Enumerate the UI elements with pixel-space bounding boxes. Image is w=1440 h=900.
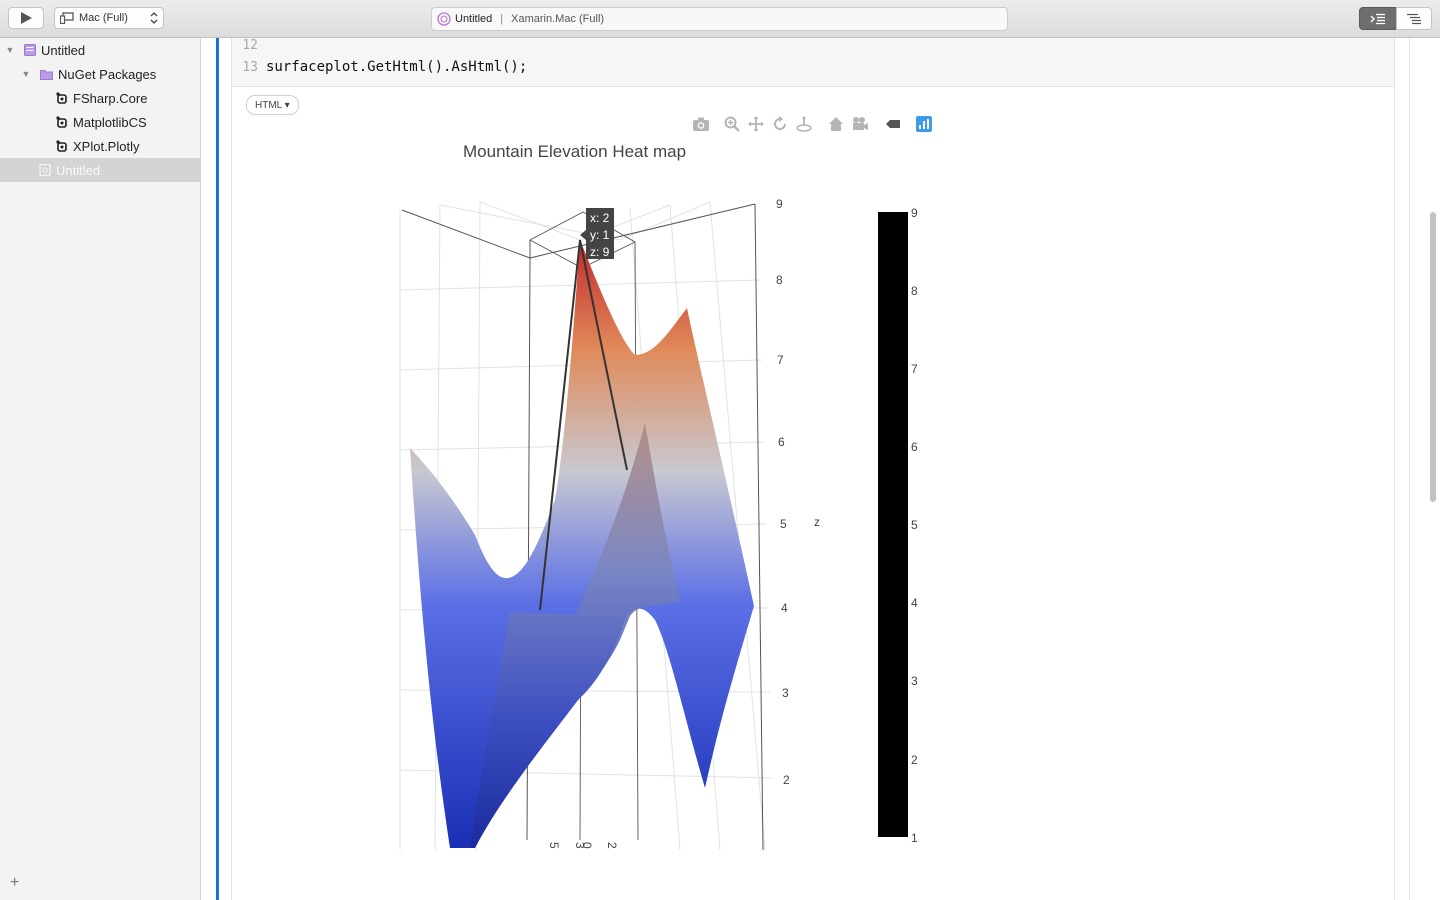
package-icon <box>56 92 67 104</box>
colorbar-tick: 6 <box>911 440 918 454</box>
sidebar-item-root[interactable]: ▼ Untitled <box>0 38 200 62</box>
sidebar-item-xplot-plotly[interactable]: XPlot.Plotly <box>0 134 200 158</box>
chart-title: Mountain Elevation Heat map <box>463 142 687 161</box>
plotly-logo-icon[interactable] <box>916 116 932 132</box>
floor-tick: 3 <box>573 842 587 849</box>
updown-chevron-icon <box>150 12 158 24</box>
cell-focus-rail <box>216 38 219 900</box>
sidebar-item-nuget-packages[interactable]: ▼ NuGet Packages <box>0 62 200 86</box>
scrollbar-thumb[interactable] <box>1430 212 1436 502</box>
run-button[interactable] <box>8 7 44 29</box>
z-tick: 6 <box>778 435 785 449</box>
toolbar: Mac (Full) Untitled | Xamarin.Mac (Full) <box>0 0 1440 38</box>
home-icon[interactable] <box>828 116 844 132</box>
pan-icon[interactable] <box>748 116 764 132</box>
sidebar-item-fsharp-core[interactable]: FSharp.Core <box>0 86 200 110</box>
disclosure-triangle-icon[interactable]: ▼ <box>5 45 15 55</box>
title-separator: | <box>500 13 504 25</box>
sidebar-item-label: MatplotlibCS <box>73 114 147 130</box>
target-select[interactable]: Mac (Full) <box>54 7 164 29</box>
floor-tick: 2 <box>605 842 619 849</box>
surface-inner-fold <box>470 423 680 848</box>
package-icon <box>56 116 67 128</box>
sidebar: ▼ Untitled ▼ NuGet Packages FSharp.Core … <box>0 38 201 900</box>
add-button[interactable]: + <box>10 874 20 891</box>
z-tick: 4 <box>781 601 788 615</box>
workbook-doc-icon <box>24 44 36 56</box>
colorbar-tick: 3 <box>911 674 918 688</box>
sidebar-item-label: Untitled <box>56 162 101 178</box>
colorbar-tick: 1 <box>911 831 918 845</box>
z-axis-title: z <box>814 515 820 529</box>
z-tick: 9 <box>776 197 783 211</box>
turntable-rotate-icon[interactable] <box>796 116 812 132</box>
document-icon <box>39 164 51 176</box>
colorbar-tick: 5 <box>911 518 918 532</box>
hover-z: z: 9 <box>590 245 610 259</box>
z-tick: 8 <box>776 273 783 287</box>
sidebar-item-label: NuGet Packages <box>58 66 157 82</box>
document-title: Untitled <box>455 13 493 25</box>
sidebar-item-matplotlibcs[interactable]: MatplotlibCS <box>0 110 200 134</box>
workbook-icon <box>437 12 451 26</box>
orbit-rotate-icon[interactable] <box>772 116 788 132</box>
package-icon <box>56 140 67 152</box>
z-tick: 5 <box>780 517 787 531</box>
z-axis-ticks: 2 3 4 5 6 7 8 9 <box>776 197 790 787</box>
code-line[interactable]: surfaceplot.GetHtml().AsHtml(); <box>266 59 528 75</box>
line-number: 12 <box>242 38 258 53</box>
colorbar-tick: 8 <box>911 284 918 298</box>
z-tick: 2 <box>783 773 790 787</box>
floor-tick: 5 <box>547 842 561 849</box>
colorbar-ticks: 1 2 3 4 5 6 7 8 9 <box>911 206 918 845</box>
surface-plot[interactable]: 2 3 4 5 6 7 8 9 z 5 3 0 2 x: 2 y: 1 z: 9… <box>380 180 940 850</box>
sidebar-item-label: XPlot.Plotly <box>73 138 140 154</box>
code-editor[interactable]: 12 13 surfaceplot.GetHtml().AsHtml(); <box>232 38 1394 87</box>
colorbar-tick: 4 <box>911 596 918 610</box>
outline-list-icon <box>1407 13 1421 24</box>
sidebar-toggle-button[interactable] <box>1359 7 1397 30</box>
document-subtitle: Xamarin.Mac (Full) <box>511 13 605 25</box>
colorbar-tick: 2 <box>911 753 918 767</box>
sidebar-item-label: Untitled <box>41 42 86 58</box>
target-label: Mac (Full) <box>79 12 128 24</box>
folder-icon <box>40 69 53 80</box>
output-format-dropdown[interactable]: HTML ▾ <box>246 95 299 115</box>
plot-modebar <box>690 116 940 134</box>
sidebar-item-label: FSharp.Core <box>73 90 148 106</box>
divider <box>1409 38 1410 900</box>
hover-x: x: 2 <box>590 211 610 225</box>
device-icon <box>60 12 74 24</box>
camera-icon[interactable] <box>692 116 710 132</box>
hover-tooltip: x: 2 y: 1 z: 9 <box>580 208 614 259</box>
line-number: 13 <box>242 60 258 75</box>
sidebar-item-untitled-selected[interactable]: Untitled <box>0 158 200 182</box>
surface-front <box>410 240 754 848</box>
indent-icon <box>1370 13 1385 24</box>
colorbar-tick: 7 <box>911 362 918 376</box>
colorbar-tick: 9 <box>911 206 918 220</box>
zoom-icon[interactable] <box>724 116 740 132</box>
colorbar <box>878 212 908 837</box>
hover-tag-icon[interactable] <box>885 116 901 132</box>
disclosure-triangle-icon[interactable]: ▼ <box>21 69 31 79</box>
play-icon <box>21 12 32 24</box>
outline-toggle-button[interactable] <box>1396 7 1432 30</box>
floor-ticks: 5 3 0 2 <box>547 842 619 849</box>
z-tick: 3 <box>782 686 789 700</box>
video-camera-icon[interactable] <box>851 116 869 132</box>
floor-tick: 0 <box>580 842 594 849</box>
hover-ridge <box>539 239 628 611</box>
hover-y: y: 1 <box>590 228 610 242</box>
document-title-field: Untitled | Xamarin.Mac (Full) <box>431 7 1008 31</box>
z-tick: 7 <box>777 353 784 367</box>
